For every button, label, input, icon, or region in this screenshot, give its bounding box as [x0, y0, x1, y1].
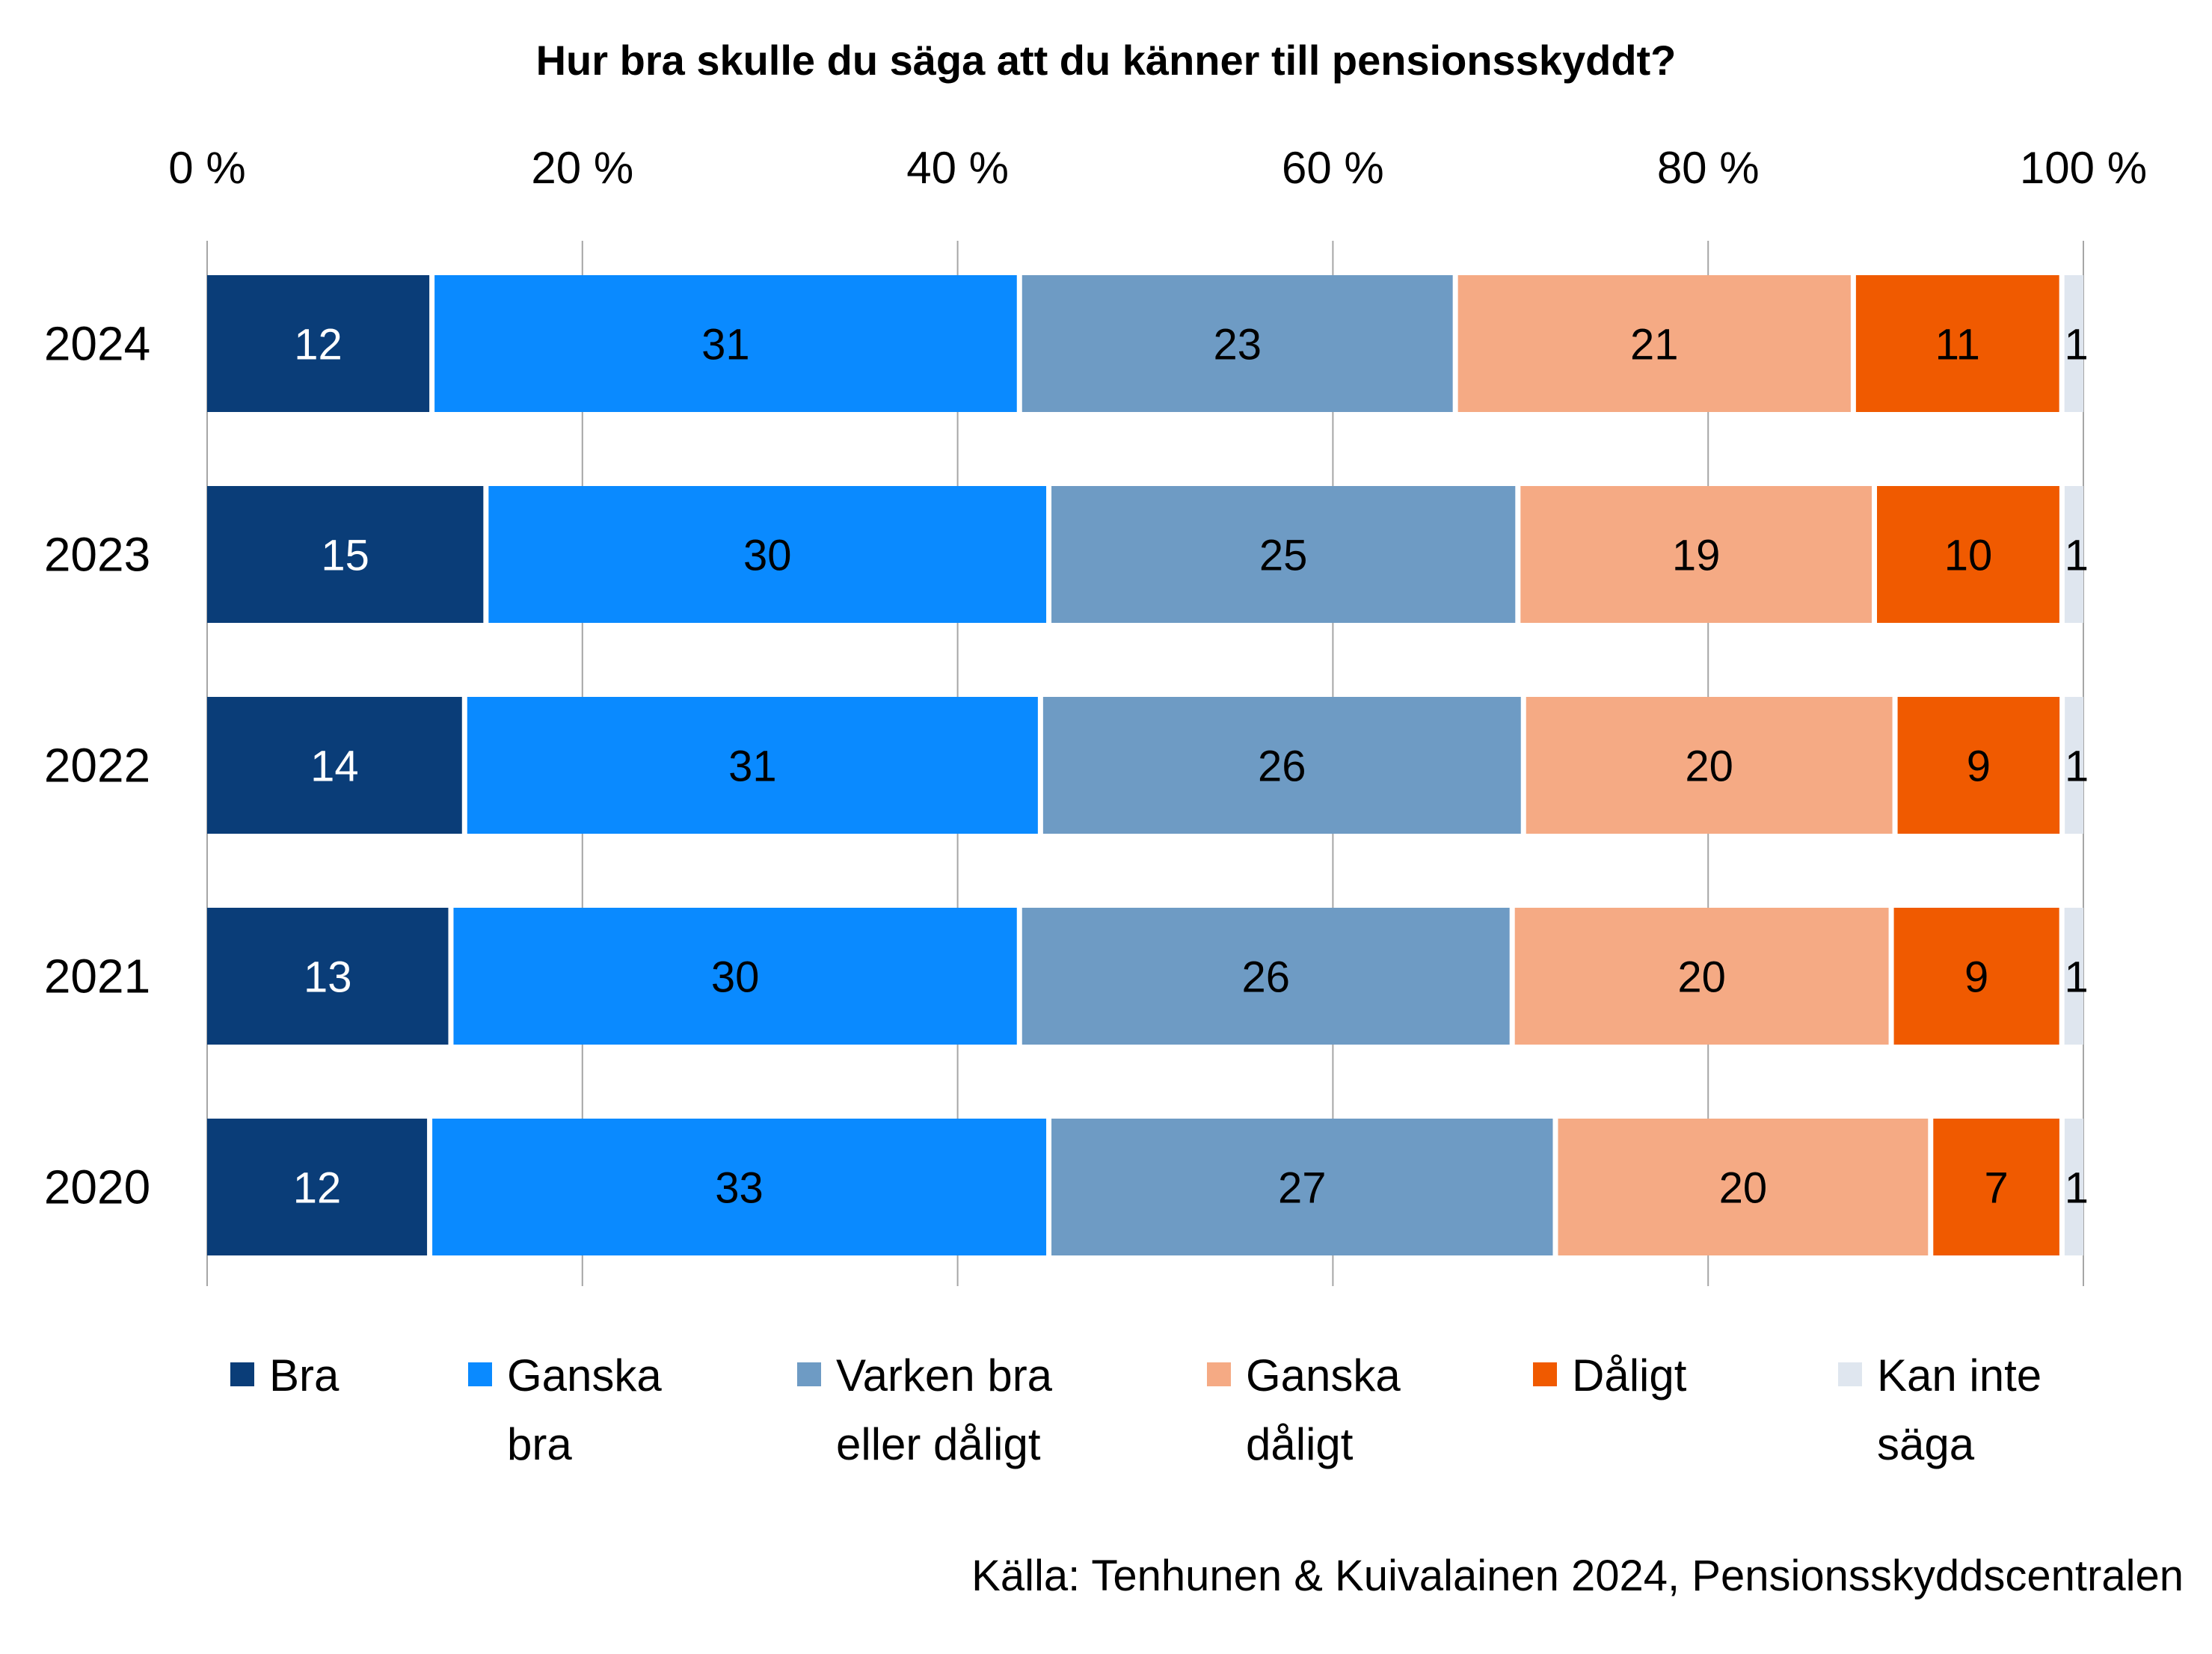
- chart-title: Hur bra skulle du säga att du känner til…: [536, 37, 1677, 84]
- legend-swatch: [468, 1362, 492, 1386]
- legend-label: bra: [507, 1419, 572, 1469]
- bar-segment: [453, 908, 1017, 1045]
- data-label: 20: [1677, 953, 1726, 1002]
- legend-label: Bra: [269, 1350, 340, 1401]
- bar-segment: [1877, 486, 2059, 623]
- data-label: 31: [701, 321, 750, 369]
- bar-segment: [2064, 1119, 2083, 1255]
- bar-segment: [207, 697, 462, 834]
- bar-segment: [1526, 697, 1893, 834]
- data-label: 33: [715, 1164, 764, 1213]
- x-tick-label: 80 %: [1657, 143, 1760, 193]
- bar-segment: [2064, 275, 2083, 412]
- bar-segment: [467, 697, 1038, 834]
- data-label: 1: [2065, 1164, 2089, 1213]
- bar-segment: [2064, 486, 2083, 623]
- category-labels: 2024 2023 2022 2021 2020: [44, 317, 150, 1214]
- bar-segment: [1514, 908, 1889, 1045]
- bar-segment: [1520, 486, 1872, 623]
- data-label: 1: [2065, 321, 2089, 369]
- data-label: 19: [1672, 532, 1721, 580]
- bar-segment: [1897, 697, 2060, 834]
- bar-segment: [207, 1119, 428, 1255]
- data-label: 1: [2065, 743, 2089, 791]
- data-label: 20: [1685, 743, 1733, 791]
- category-label: 2023: [44, 528, 150, 582]
- x-tick-label: 100 %: [2020, 143, 2147, 193]
- category-label: 2022: [44, 739, 150, 793]
- data-label: 1: [2065, 953, 2089, 1002]
- data-label: 30: [743, 532, 792, 580]
- legend-swatch: [1207, 1362, 1231, 1386]
- bar-segment: [1051, 486, 1516, 623]
- data-label: 11: [1935, 321, 1980, 369]
- data-label: 23: [1213, 321, 1262, 369]
- bar-segment: [1855, 275, 2059, 412]
- legend-swatch: [1838, 1362, 1862, 1386]
- legend-label: Ganska: [507, 1350, 662, 1401]
- legend-label: Dåligt: [1572, 1350, 1687, 1401]
- data-label: 10: [1944, 532, 1993, 580]
- legend: Bra Ganska bra Varken bra eller dåligt Ganska…: [230, 1350, 2042, 1469]
- legend-swatch: [230, 1362, 254, 1386]
- legend-label: säga: [1877, 1419, 1975, 1469]
- bar-segment: [1558, 1119, 1929, 1255]
- data-label: 20: [1719, 1164, 1768, 1213]
- bar-segment: [207, 275, 430, 412]
- bar-segment: [434, 275, 1017, 412]
- legend-swatch: [1533, 1362, 1557, 1386]
- x-axis-ticks: 0 % 20 % 40 % 60 % 80 % 100 %: [168, 143, 2147, 193]
- legend-label: Ganska: [1246, 1350, 1401, 1401]
- bar-segment: [1042, 697, 1521, 834]
- data-label: 9: [1967, 743, 1991, 791]
- data-label: 12: [293, 1164, 342, 1213]
- bar-segment: [1457, 275, 1851, 412]
- bar-segment: [207, 486, 484, 623]
- legend-label: Kan inte: [1877, 1350, 2042, 1401]
- data-label: 15: [321, 532, 369, 580]
- legend-label: Varken bra: [836, 1350, 1053, 1401]
- category-label: 2021: [44, 950, 150, 1003]
- x-tick-label: 0 %: [168, 143, 245, 193]
- bar-segment: [1051, 1119, 1553, 1255]
- bar-segment: [432, 1119, 1047, 1255]
- bar-segment: [2064, 908, 2083, 1045]
- source-note: Källa: Tenhunen & Kuivalainen 2024, Pens…: [971, 1552, 2184, 1600]
- bar-segment: [488, 486, 1047, 623]
- data-label: 12: [294, 321, 342, 369]
- data-label: 31: [728, 743, 777, 791]
- data-label: 9: [1964, 953, 1988, 1002]
- data-label: 30: [711, 953, 760, 1002]
- data-label: 7: [1984, 1164, 2008, 1213]
- data-label: 14: [310, 743, 359, 791]
- data-label: 13: [304, 953, 352, 1002]
- data-label: 27: [1278, 1164, 1327, 1213]
- bars: 12 31 23 21 11 115 30 25 19 10 114 31 26 20 9 113 30 26 20…: [207, 275, 2089, 1255]
- bar-segment: [1021, 275, 1453, 412]
- data-label: 21: [1630, 321, 1679, 369]
- bar-segment: [1893, 908, 2059, 1045]
- x-tick-label: 40 %: [906, 143, 1009, 193]
- legend-label: dåligt: [1246, 1419, 1354, 1469]
- data-label: 26: [1258, 743, 1306, 791]
- legend-swatch: [797, 1362, 821, 1386]
- category-label: 2024: [44, 317, 150, 371]
- data-label: 25: [1259, 532, 1308, 580]
- x-tick-label: 60 %: [1282, 143, 1384, 193]
- data-label: 1: [2065, 532, 2089, 580]
- bar-segment: [1933, 1119, 2059, 1255]
- category-label: 2020: [44, 1160, 150, 1214]
- legend-label: eller dåligt: [836, 1419, 1041, 1469]
- bar-segment: [207, 908, 449, 1045]
- data-label: 26: [1241, 953, 1290, 1002]
- x-tick-label: 20 %: [531, 143, 633, 193]
- bar-segment: [2065, 697, 2083, 834]
- bar-segment: [1021, 908, 1510, 1045]
